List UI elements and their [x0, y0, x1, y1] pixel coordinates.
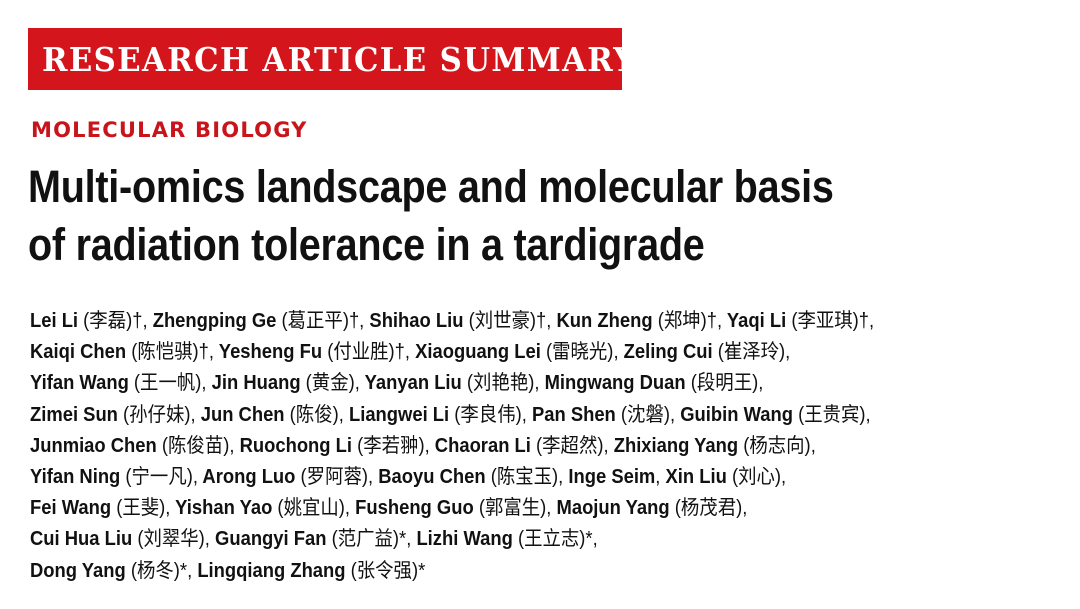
title-line-1: Multi-omics landscape and molecular basi… — [28, 161, 834, 212]
author-line: Cui Hua Liu (刘翠华), Guangyi Fan (范广益)*, L… — [30, 528, 598, 551]
article-type-banner: RESEARCH ARTICLE SUMMARY — [28, 28, 635, 90]
article-title: Multi-omics landscape and molecular basi… — [28, 158, 1028, 274]
section-label: MOLECULAR BIOLOGY — [31, 118, 308, 142]
author-line: Dong Yang (杨冬)*, Lingqiang Zhang (张令强)* — [30, 559, 426, 582]
title-line-2: of radiation tolerance in a tardigrade — [28, 219, 705, 270]
author-line: Yifan Wang (王一帆), Jin Huang (黄金), Yanyan… — [30, 372, 764, 395]
author-line: Junmiao Chen (陈俊苗), Ruochong Li (李若翀), C… — [30, 434, 816, 457]
article-type-label: RESEARCH ARTICLE SUMMARY — [42, 39, 637, 79]
author-list: Lei Li (李磊)†, Zhengping Ge (葛正平)†, Shiha… — [30, 306, 1080, 587]
author-line: Fei Wang (王斐), Yishan Yao (姚宜山), Fusheng… — [30, 497, 748, 520]
author-line: Yifan Ning (宁一凡), Arong Luo (罗阿蓉), Baoyu… — [30, 466, 787, 489]
author-line: Zimei Sun (孙仔妹), Jun Chen (陈俊), Liangwei… — [30, 403, 871, 426]
author-line: Lei Li (李磊)†, Zhengping Ge (葛正平)†, Shiha… — [30, 310, 875, 332]
author-line: Kaiqi Chen (陈恺骐)†, Yesheng Fu (付业胜)†, Xi… — [30, 341, 791, 364]
